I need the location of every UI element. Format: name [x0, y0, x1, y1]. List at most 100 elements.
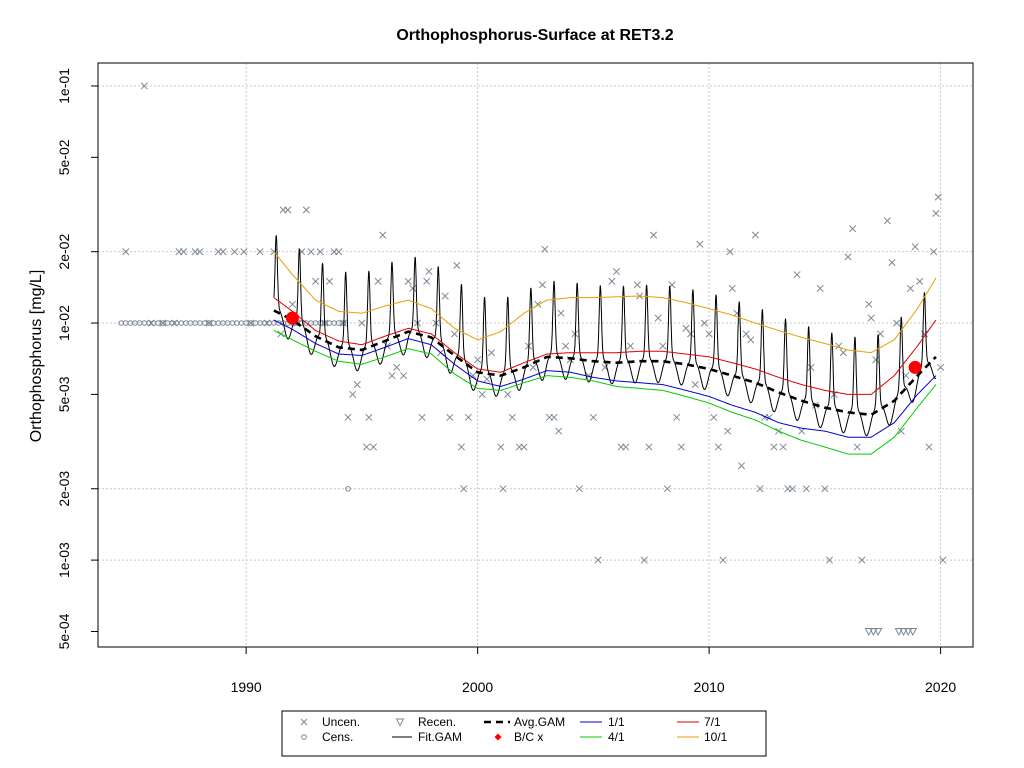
uncensored-point — [457, 443, 465, 451]
uncensored-point — [349, 390, 357, 398]
uncensored-point — [640, 556, 648, 564]
series-line-d101 — [273, 251, 937, 354]
uncensored-point — [589, 413, 597, 421]
uncensored-point — [140, 82, 148, 90]
uncensored-point — [316, 248, 324, 256]
uncensored-point — [541, 245, 549, 253]
uncensored-point — [550, 413, 558, 421]
uncensored-point — [247, 319, 255, 327]
uncensored-point — [853, 443, 861, 451]
uncensored-point — [240, 248, 248, 256]
uncensored-point — [788, 485, 796, 493]
x-tick-label: 2010 — [694, 679, 725, 695]
series-line-d71 — [273, 297, 937, 395]
uncensored-point — [700, 319, 709, 327]
uncensored-point — [934, 193, 942, 201]
uncensored-point — [379, 231, 387, 239]
uncensored-point — [724, 427, 732, 435]
x-tick-label: 1990 — [231, 679, 262, 695]
uncensored-point — [932, 209, 940, 217]
uncensored-point — [816, 284, 824, 292]
uncensored-point — [483, 375, 491, 383]
uncensored-point — [770, 443, 778, 451]
legend-cens-marker — [301, 734, 307, 740]
data-points — [118, 82, 947, 637]
uncensored-point — [441, 292, 449, 300]
legend-label-cens: Cens. — [322, 730, 353, 744]
uncensored-point — [705, 330, 713, 338]
chart-title: Orthophosphorus-Surface at RET3.2 — [396, 27, 673, 44]
uncensored-point — [358, 319, 366, 327]
y-tick-label: 5e-03 — [56, 376, 72, 412]
uncensored-point — [865, 300, 873, 308]
legend-label-d11: 1/1 — [608, 715, 625, 729]
bc-points — [285, 311, 922, 374]
uncensored-point — [325, 277, 334, 285]
uncensored-point — [423, 277, 431, 285]
uncensored-point — [626, 342, 634, 350]
uncensored-point — [205, 319, 213, 327]
uncensored-point — [920, 330, 928, 338]
recensored-point — [869, 627, 878, 637]
x-tick-label: 2000 — [462, 679, 493, 695]
y-tick-label: 2e-03 — [56, 471, 72, 507]
uncensored-point — [654, 314, 662, 322]
uncensored-point — [677, 443, 685, 451]
uncensored-point — [793, 271, 801, 279]
legend-label-uncen: Uncen. — [322, 715, 360, 729]
uncensored-point — [478, 390, 486, 398]
uncensored-point — [460, 485, 468, 493]
series-line-d41 — [273, 330, 937, 455]
uncensored-point — [844, 253, 852, 261]
uncensored-point — [937, 363, 945, 371]
uncensored-point — [425, 267, 433, 276]
legend-label-avggam: Avg.GAM — [514, 715, 565, 729]
uncensored-point — [469, 372, 477, 380]
uncensored-point — [807, 363, 815, 371]
uncensored-point — [728, 284, 736, 292]
axes: 1990 2000 2010 2020 1e-01 5e-02 2e-02 1e-02 5e-0… — [56, 68, 956, 695]
uncensored-point — [906, 284, 915, 292]
uncensored-point — [219, 248, 227, 256]
uncensored-point — [538, 281, 546, 289]
uncensored-point — [409, 284, 417, 292]
uncensored-point — [453, 261, 461, 269]
uncensored-point — [353, 381, 361, 389]
uncensored-point — [446, 413, 454, 421]
y-tick-label: 1e-02 — [56, 305, 72, 341]
uncensored-point — [499, 485, 507, 493]
uncensored-point — [344, 413, 352, 421]
uncensored-point — [374, 277, 382, 285]
uncensored-point — [180, 248, 188, 256]
uncensored-point — [474, 356, 482, 364]
uncensored-point — [867, 314, 875, 322]
recensored-point — [899, 627, 908, 637]
bc-point — [285, 311, 299, 325]
uncensored-point — [858, 556, 866, 564]
uncensored-point — [400, 372, 408, 380]
uncensored-point — [687, 330, 695, 338]
uncensored-point — [284, 206, 292, 214]
uncensored-point — [737, 462, 746, 470]
uncensored-point — [622, 443, 630, 451]
uncensored-point — [659, 342, 667, 350]
legend-label-fitgam: Fit.GAM — [418, 730, 462, 744]
uncensored-point — [747, 336, 755, 344]
uncensored-point — [418, 413, 426, 421]
uncensored-point — [612, 267, 621, 276]
uncensored-point — [839, 349, 847, 357]
uncensored-point — [939, 556, 947, 564]
recensored-point — [903, 627, 913, 637]
uncensored-point — [930, 248, 938, 256]
y-tick-label: 5e-04 — [56, 613, 72, 649]
legend-label-d101: 10/1 — [704, 730, 728, 744]
uncensored-point — [726, 248, 734, 256]
y-tick-label: 2e-02 — [56, 234, 72, 270]
uncensored-point — [508, 413, 516, 421]
uncensored-point — [520, 443, 528, 451]
legend-bc-marker — [494, 733, 502, 741]
uncensored-point — [388, 372, 396, 380]
